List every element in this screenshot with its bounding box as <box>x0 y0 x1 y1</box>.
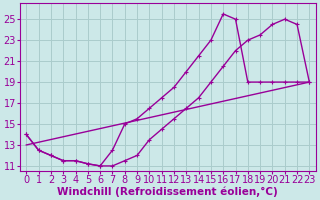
X-axis label: Windchill (Refroidissement éolien,°C): Windchill (Refroidissement éolien,°C) <box>58 186 278 197</box>
